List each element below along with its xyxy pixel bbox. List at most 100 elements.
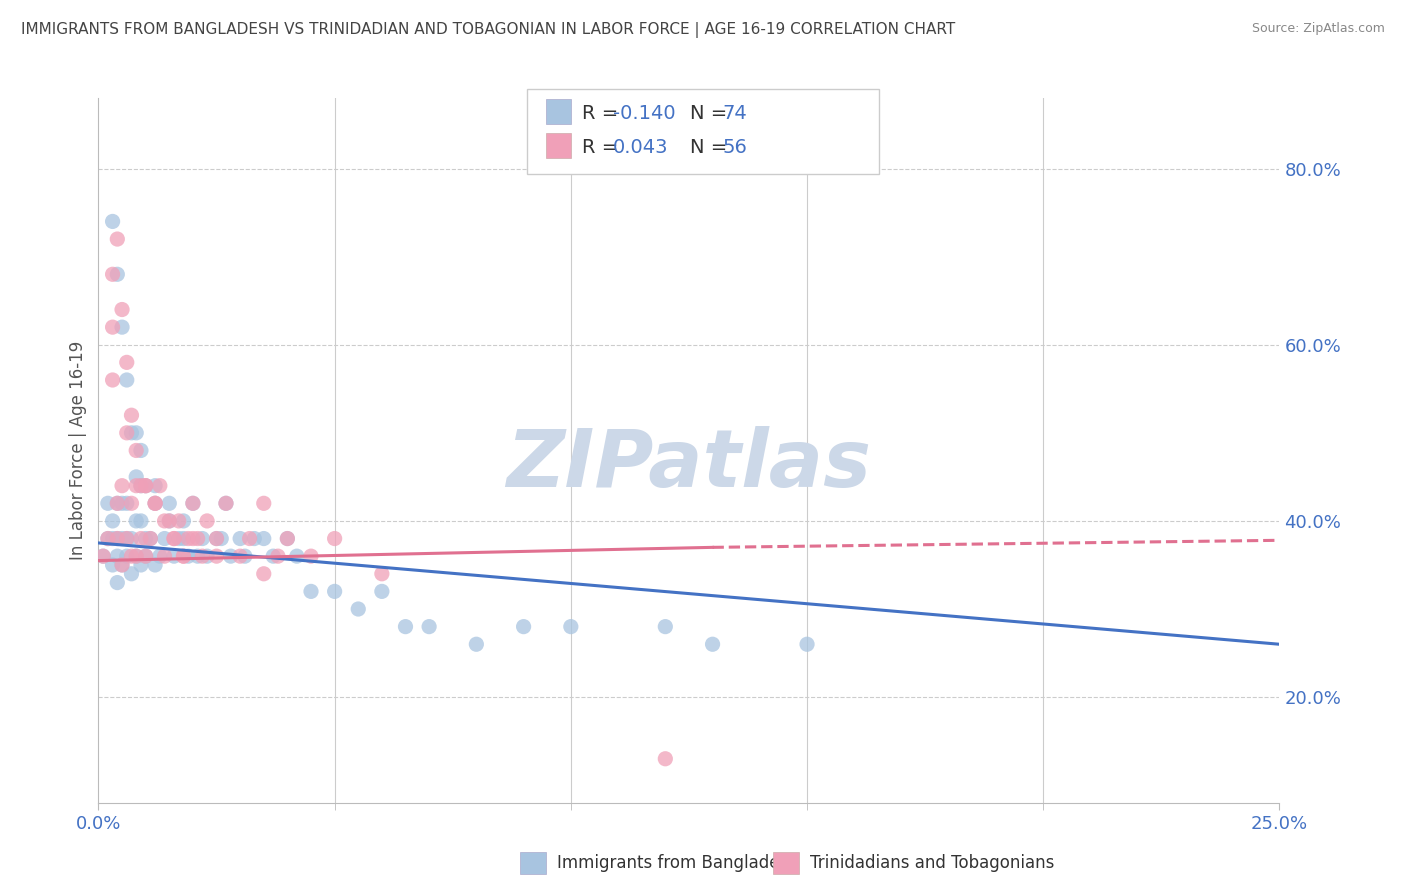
Text: 0.043: 0.043 bbox=[613, 137, 668, 157]
Point bbox=[239, 532, 262, 546]
Point bbox=[121, 549, 143, 564]
Point bbox=[299, 549, 322, 564]
Point bbox=[172, 549, 194, 564]
Text: R =: R = bbox=[582, 137, 624, 157]
Point bbox=[135, 532, 157, 546]
Point bbox=[139, 532, 162, 546]
Point bbox=[253, 566, 276, 581]
Point bbox=[181, 496, 204, 510]
Point bbox=[135, 478, 157, 492]
Point bbox=[153, 549, 176, 564]
Text: 74: 74 bbox=[723, 103, 748, 123]
Point bbox=[125, 425, 148, 440]
Point bbox=[205, 532, 228, 546]
Point bbox=[111, 320, 134, 334]
Point bbox=[105, 549, 128, 564]
Point bbox=[177, 549, 200, 564]
Text: Trinidadians and Tobagonians: Trinidadians and Tobagonians bbox=[810, 855, 1054, 872]
Point bbox=[163, 532, 186, 546]
Point bbox=[105, 532, 128, 546]
Point bbox=[167, 532, 190, 546]
Point bbox=[111, 558, 134, 572]
Point bbox=[323, 532, 346, 546]
Text: Source: ZipAtlas.com: Source: ZipAtlas.com bbox=[1251, 22, 1385, 36]
Point bbox=[143, 496, 166, 510]
Point bbox=[177, 532, 200, 546]
Point bbox=[149, 549, 172, 564]
Point bbox=[163, 549, 186, 564]
Point bbox=[101, 267, 124, 281]
Point bbox=[111, 558, 134, 572]
Point bbox=[129, 558, 152, 572]
Point bbox=[394, 619, 416, 633]
Point bbox=[157, 514, 180, 528]
Point bbox=[796, 637, 818, 651]
Point bbox=[187, 549, 209, 564]
Point bbox=[111, 302, 134, 317]
Point bbox=[115, 425, 138, 440]
Point bbox=[219, 549, 242, 564]
Point bbox=[115, 355, 138, 369]
Point bbox=[125, 478, 148, 492]
Point bbox=[121, 532, 143, 546]
Point bbox=[153, 514, 176, 528]
Point bbox=[135, 549, 157, 564]
Text: ZIPatlas: ZIPatlas bbox=[506, 425, 872, 504]
Text: Immigrants from Bangladesh: Immigrants from Bangladesh bbox=[557, 855, 799, 872]
Point bbox=[163, 532, 186, 546]
Point bbox=[101, 214, 124, 228]
Point bbox=[143, 478, 166, 492]
Point bbox=[101, 320, 124, 334]
Point bbox=[105, 532, 128, 546]
Point bbox=[129, 478, 152, 492]
Point bbox=[101, 532, 124, 546]
Point bbox=[105, 232, 128, 246]
Point bbox=[121, 425, 143, 440]
Point bbox=[157, 514, 180, 528]
Point bbox=[135, 478, 157, 492]
Point bbox=[115, 532, 138, 546]
Point bbox=[105, 496, 128, 510]
Point bbox=[129, 443, 152, 458]
Point bbox=[101, 514, 124, 528]
Point bbox=[187, 532, 209, 546]
Point bbox=[97, 532, 120, 546]
Point bbox=[191, 549, 214, 564]
Point bbox=[253, 532, 276, 546]
Point bbox=[121, 408, 143, 422]
Point bbox=[143, 496, 166, 510]
Point bbox=[115, 496, 138, 510]
Point bbox=[229, 549, 252, 564]
Point bbox=[167, 514, 190, 528]
Point bbox=[215, 496, 238, 510]
Point bbox=[181, 496, 204, 510]
Point bbox=[105, 575, 128, 590]
Point bbox=[97, 532, 120, 546]
Point bbox=[111, 478, 134, 492]
Point bbox=[253, 496, 276, 510]
Point bbox=[215, 496, 238, 510]
Point bbox=[139, 532, 162, 546]
Point bbox=[654, 752, 676, 766]
Point bbox=[418, 619, 440, 633]
Point bbox=[91, 549, 114, 564]
Point bbox=[129, 478, 152, 492]
Point bbox=[267, 549, 290, 564]
Point bbox=[105, 496, 128, 510]
Point bbox=[233, 549, 256, 564]
Point bbox=[172, 549, 194, 564]
Point bbox=[111, 496, 134, 510]
Point bbox=[512, 619, 534, 633]
Point bbox=[229, 532, 252, 546]
Point bbox=[135, 478, 157, 492]
Text: N =: N = bbox=[690, 103, 734, 123]
Point bbox=[153, 532, 176, 546]
Text: N =: N = bbox=[690, 137, 734, 157]
Point bbox=[243, 532, 266, 546]
Point bbox=[125, 514, 148, 528]
Point bbox=[285, 549, 308, 564]
Point bbox=[347, 602, 370, 616]
Point bbox=[129, 532, 152, 546]
Point bbox=[125, 470, 148, 484]
Y-axis label: In Labor Force | Age 16-19: In Labor Force | Age 16-19 bbox=[69, 341, 87, 560]
